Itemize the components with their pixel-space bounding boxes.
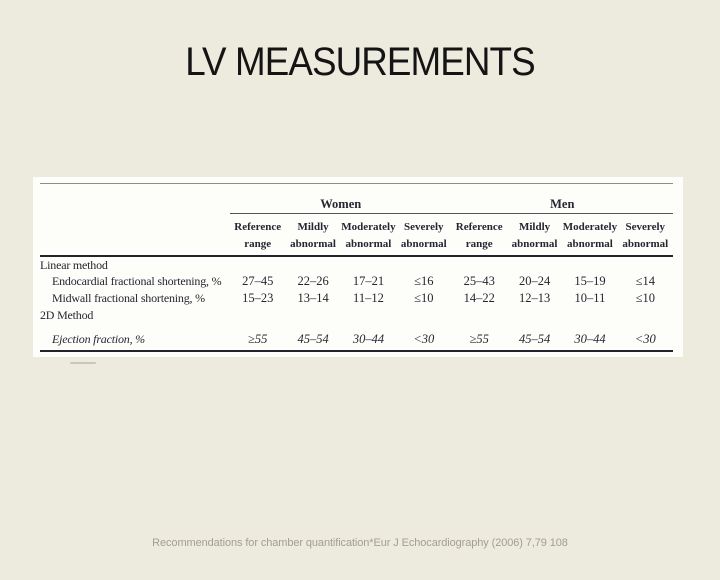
table-cell: 17–21: [352, 274, 385, 288]
table-cell: <30: [413, 332, 435, 346]
table-cell: 45–54: [518, 332, 551, 346]
row-label: Endocardial fractional shortening, %: [52, 274, 222, 288]
table-group-header-row: Women Men: [40, 184, 673, 214]
table-row: 2D Method: [40, 307, 673, 323]
table-cell: 13–14: [297, 291, 329, 305]
measurements-table-figure: Women Men Reference range Mildly abnorma…: [33, 177, 683, 357]
scan-artifact: [70, 362, 96, 364]
column-header: Severely abnormal: [400, 221, 447, 250]
table-cell: ≤10: [414, 291, 434, 305]
table-cell: 30–44: [574, 332, 606, 346]
table-cell: 22–26: [297, 274, 329, 288]
table-cell: 15–19: [574, 274, 606, 288]
column-header: Moderately abnormal: [341, 221, 396, 250]
column-header: Mildly abnormal: [511, 221, 558, 250]
column-header: Reference range: [234, 221, 282, 250]
row-label: Linear method: [40, 257, 108, 272]
table-cell: 30–44: [352, 332, 385, 346]
page-title: LV MEASUREMENTS: [185, 40, 535, 84]
table-cell: ≤14: [635, 274, 655, 288]
table-row: Endocardial fractional shortening, % 27–…: [40, 273, 673, 290]
slide: LV MEASUREMENTS Women Men Reference rang…: [0, 40, 720, 580]
column-header: Moderately abnormal: [562, 221, 618, 250]
group-header-women: Women: [230, 197, 452, 214]
group-header-men: Men: [451, 197, 673, 214]
row-label: 2D Method: [40, 307, 94, 322]
table-cell: ≤16: [414, 274, 434, 288]
table-cell: 10–11: [574, 291, 606, 305]
table-cell: 27–45: [242, 274, 274, 288]
table-column-header-row: Reference range Mildly abnormal Moderate…: [40, 214, 673, 257]
table-cell: ≤10: [635, 291, 655, 305]
measurements-table: Women Men Reference range Mildly abnorma…: [40, 183, 673, 352]
row-label: Ejection fraction, %: [52, 332, 145, 346]
column-header: Mildly abnormal: [290, 221, 336, 250]
table-cell: 12–13: [518, 291, 551, 305]
table-cell: 14–22: [463, 291, 495, 305]
table-cell: 15–23: [242, 291, 274, 305]
table-cell: 45–54: [297, 332, 329, 346]
table-cell: 11–12: [353, 291, 384, 305]
column-header: Severely abnormal: [622, 221, 669, 250]
table-cell: ≥55: [469, 332, 489, 346]
column-header: Reference range: [455, 221, 503, 250]
table-row: Ejection fraction, % ≥55 45–54 30–44 <30…: [40, 323, 673, 350]
table-cell: ≥55: [248, 332, 268, 346]
citation: Recommendations for chamber quantificati…: [152, 537, 568, 549]
row-label: Midwall fractional shortening, %: [52, 291, 205, 305]
table-cell: <30: [634, 332, 656, 346]
table-cell: 25–43: [463, 274, 495, 288]
table-cell: 20–24: [518, 274, 551, 288]
table-row: Linear method: [40, 257, 673, 273]
table-row: Midwall fractional shortening, % 15–23 1…: [40, 290, 673, 307]
